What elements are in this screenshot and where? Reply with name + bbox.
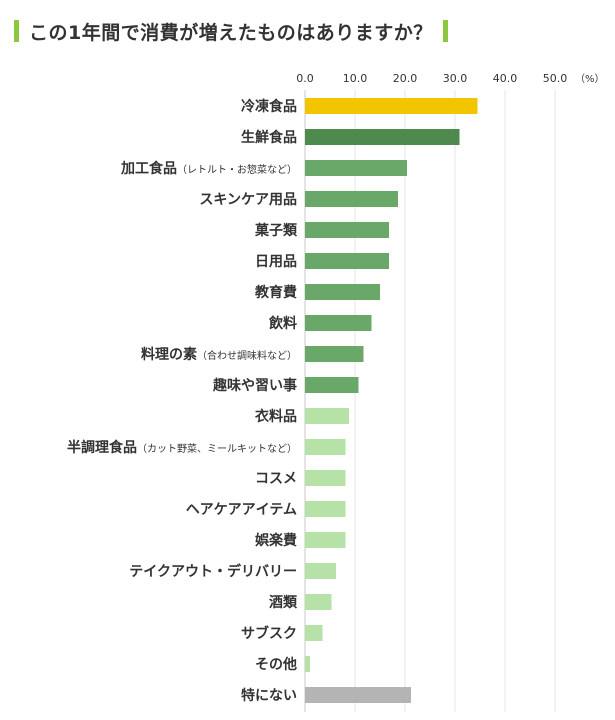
bar: [305, 191, 398, 207]
bar: [305, 594, 332, 610]
category-label: その他: [255, 656, 297, 673]
bar: [305, 563, 336, 579]
category-label: サブスク: [241, 625, 297, 642]
bar: [305, 625, 323, 641]
category-label: テイクアウト・デリバリー: [129, 563, 297, 580]
bar: [305, 346, 364, 362]
category-label: 料理の素（合わせ調味料など）: [141, 346, 297, 363]
category-label: スキンケア用品: [199, 192, 297, 208]
x-tick-label: 50.0: [543, 72, 568, 85]
bar: [305, 377, 359, 393]
bar: [305, 470, 346, 486]
bar: [305, 439, 346, 455]
title-left-accent: [14, 20, 19, 42]
bar: [305, 98, 478, 114]
category-label: 娯楽費: [255, 532, 297, 549]
category-label: コスメ: [255, 471, 297, 487]
bar: [305, 656, 310, 672]
x-tick-label: 10.0: [343, 72, 368, 85]
bar: [305, 315, 372, 331]
x-tick-label: 30.0: [443, 72, 468, 85]
title-right-accent: [442, 20, 448, 42]
bar: [305, 532, 346, 548]
category-label: 衣料品: [255, 408, 297, 425]
category-label: 特にない: [241, 687, 297, 704]
category-label: ヘアケアアイテム: [186, 502, 297, 518]
x-tick-label: 0.0: [296, 72, 314, 85]
category-label: 日用品: [255, 254, 297, 270]
bar: [305, 129, 460, 145]
x-tick-label: 20.0: [393, 72, 418, 85]
category-label: 教育費: [255, 284, 297, 301]
bar: [305, 284, 380, 300]
category-label: 生鮮食品: [241, 129, 297, 146]
category-label: 加工食品（レトルト・お惣菜など）: [120, 160, 297, 177]
category-label: 酒類: [269, 595, 298, 611]
unit-label: （%）: [575, 73, 605, 85]
category-label: 半調理食品（カット野菜、ミールキットなど）: [67, 439, 297, 456]
bar: [305, 160, 407, 176]
chart-title-block: この1年間で消費が増えたものはありますか？: [14, 16, 448, 46]
bar: [305, 501, 346, 517]
bar: [305, 253, 389, 269]
bar: [305, 222, 389, 238]
category-label: 冷凍食品: [241, 98, 297, 115]
category-label: 菓子類: [254, 222, 298, 239]
bar: [305, 408, 349, 424]
category-label: 趣味や習い事: [212, 377, 297, 394]
chart-title: この1年間で消費が増えたものはありますか？: [29, 21, 433, 44]
bar: [305, 687, 411, 703]
x-tick-label: 40.0: [493, 72, 518, 85]
category-label: 飲料: [268, 315, 297, 332]
